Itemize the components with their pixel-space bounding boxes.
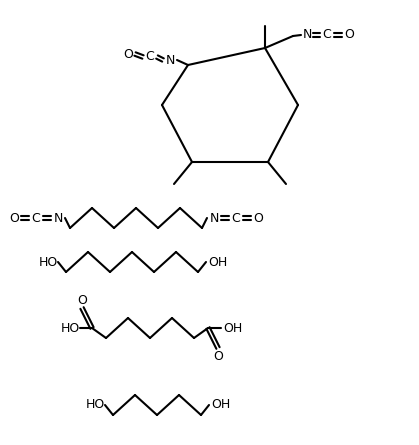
Text: O: O [77,294,87,307]
Text: C: C [146,50,154,64]
Text: N: N [53,211,63,224]
Text: HO: HO [86,399,105,412]
Text: N: N [210,211,219,224]
Text: N: N [303,28,312,41]
Text: HO: HO [61,321,80,335]
Text: C: C [232,211,241,224]
Text: C: C [31,211,40,224]
Text: HO: HO [39,255,58,268]
Text: O: O [253,211,263,224]
Text: O: O [344,28,354,41]
Text: OH: OH [223,321,242,335]
Text: OH: OH [211,399,230,412]
Text: O: O [123,48,133,61]
Text: O: O [9,211,19,224]
Text: N: N [166,53,175,66]
Text: O: O [213,349,223,363]
Text: C: C [323,28,331,41]
Text: OH: OH [208,255,227,268]
